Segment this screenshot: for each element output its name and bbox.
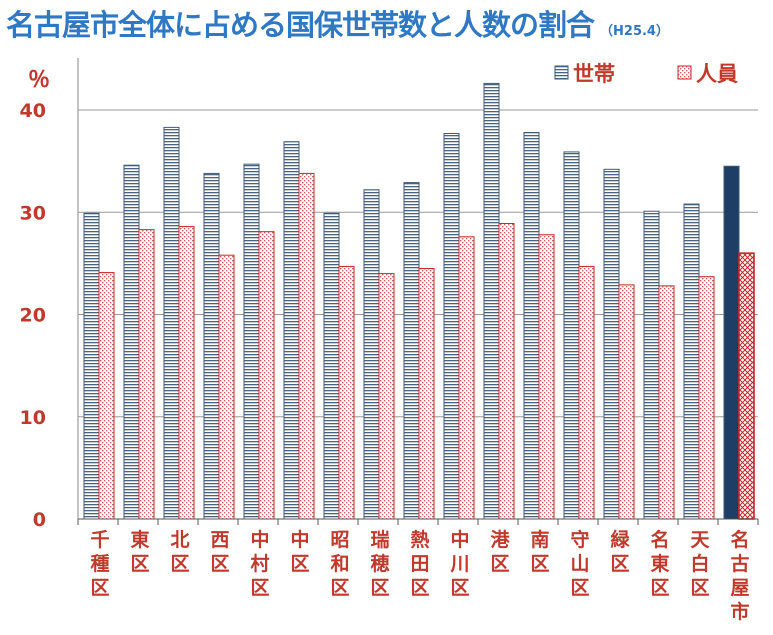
x-tick-label: 中川区: [449, 528, 469, 599]
y-tick-label: 20: [20, 305, 46, 327]
bar-persons: [458, 236, 475, 520]
x-tick-label: 北区: [170, 529, 189, 575]
bar-households: [483, 82, 500, 520]
x-tick-label: 中村区: [250, 528, 269, 599]
bar-households: [683, 203, 700, 520]
y-tick-label: 10: [20, 407, 46, 429]
legend-swatch-households: [554, 65, 569, 80]
x-tick-label: 昭和区: [330, 529, 349, 599]
bar-households: [283, 141, 300, 520]
x-tick-label: 西区: [210, 529, 229, 575]
legend-swatch-persons: [677, 65, 692, 80]
bar-persons: [618, 284, 635, 520]
x-tick-label: 南区: [530, 529, 549, 575]
bar-households: [363, 189, 380, 520]
bar-persons: [578, 265, 595, 520]
x-tick-label: 東区: [130, 528, 149, 575]
bar-households: [643, 210, 660, 520]
axes-group: [77, 58, 759, 525]
bar-households: [443, 133, 460, 520]
bar-households: [243, 163, 260, 520]
bar-persons: [698, 276, 715, 520]
bar-households: [203, 172, 220, 520]
chart-title-text: 名古屋市全体に占める国保世帯数と人数の割合: [6, 8, 595, 42]
legend-label-households: 世帯: [573, 62, 615, 86]
y-tick-label: 0: [33, 509, 46, 531]
bar-households: [723, 165, 740, 520]
bar-households: [523, 131, 540, 520]
bar-persons: [258, 231, 275, 520]
bar-households: [163, 126, 180, 520]
bar-persons: [338, 265, 355, 520]
bars-group: [83, 82, 755, 520]
bar-persons: [218, 254, 235, 520]
x-tick-label: 守山区: [570, 528, 589, 599]
x-tick-label: 緑区: [610, 528, 630, 575]
y-axis-unit: ％: [28, 68, 51, 93]
x-tick-label: 天白区: [690, 529, 710, 599]
chart-title: 名古屋市全体に占める国保世帯数と人数の割合 （H25.4）: [6, 2, 669, 44]
bar-households: [323, 212, 340, 520]
bar-persons: [98, 272, 115, 520]
chart-subtitle: （H25.4）: [600, 24, 669, 39]
bar-persons: [658, 285, 675, 520]
y-tick-label: 40: [20, 100, 46, 122]
bar-persons: [538, 234, 555, 520]
x-tick-label: 港区: [490, 529, 510, 575]
bar-persons: [138, 229, 155, 520]
bar-households: [563, 151, 580, 520]
legend-label-persons: 人員: [696, 62, 738, 86]
x-tick-label: 熱田区: [410, 528, 429, 599]
y-tick-label: 30: [20, 202, 46, 224]
bar-persons: [418, 267, 435, 520]
bar-persons: [178, 226, 195, 520]
y-tick-labels: 0 10 20 30 40: [20, 100, 46, 531]
x-tick-label: 瑞穂区: [370, 528, 389, 599]
x-tick-label: 名東区: [650, 528, 669, 599]
bar-persons: [498, 222, 515, 520]
x-tick-label: 名古屋市: [730, 528, 749, 623]
bar-persons: [738, 252, 755, 520]
bar-persons: [298, 172, 315, 520]
x-tick-label: 中区: [290, 528, 309, 575]
x-tick-label: 千種区: [90, 529, 109, 599]
bar-persons: [378, 273, 395, 520]
bar-households: [603, 168, 620, 520]
bar-households: [83, 212, 100, 520]
legend: 世帯 人員: [554, 62, 738, 86]
bar-households: [403, 182, 420, 520]
bar-households: [123, 164, 140, 520]
